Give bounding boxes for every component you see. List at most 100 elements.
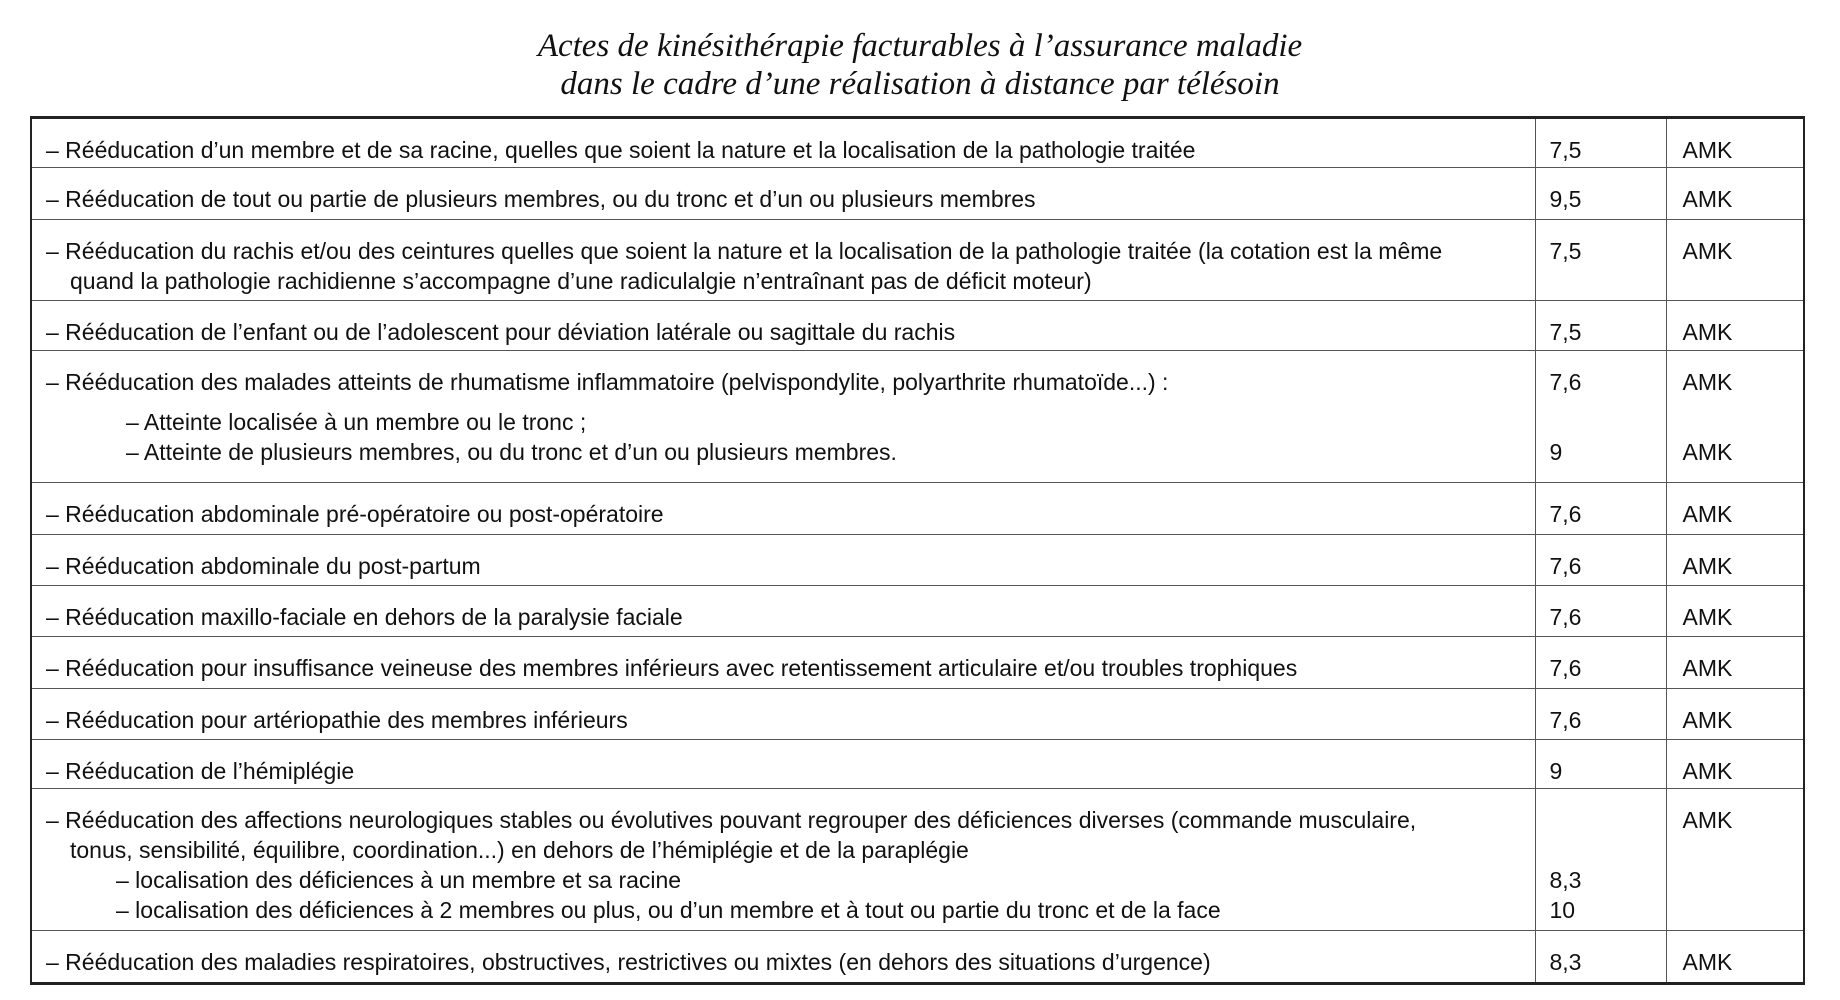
coefficient-cell: 7,6 — [1534, 534, 1666, 586]
description-line: – Rééducation des maladies respiratoires… — [46, 949, 1211, 975]
unit: AMK — [1682, 707, 1733, 733]
sub-item: – localisation des déficiences à un memb… — [116, 867, 682, 893]
unit: AMK — [1682, 655, 1733, 681]
unit-cell: AMK — [1665, 688, 1804, 740]
unit-cell: AMK AMK — [1665, 350, 1804, 483]
coefficient: 7,6 — [1549, 369, 1582, 395]
coefficient-cell: 8,3 — [1534, 930, 1666, 984]
unit: AMK — [1682, 949, 1733, 975]
table-row: – Rééducation abdominale pré-opératoire … — [31, 482, 1804, 535]
unit-cell: AMK — [1665, 482, 1804, 535]
table-row: – Rééducation maxillo-faciale en dehors … — [31, 585, 1804, 637]
act-description: – Rééducation abdominale pré-opératoire … — [31, 482, 1535, 535]
unit-cell: AMK — [1665, 585, 1804, 637]
description-line: quand la pathologie rachidienne s’accomp… — [70, 268, 1092, 294]
description-line: – Rééducation du rachis et/ou des ceintu… — [46, 238, 1443, 264]
coefficient-cell: 7,6 — [1534, 585, 1666, 637]
coefficient: 9,5 — [1549, 186, 1582, 212]
unit: AMK — [1682, 186, 1733, 212]
coefficient: 7,6 — [1549, 604, 1582, 630]
act-description: – Rééducation des affections neurologiqu… — [31, 788, 1535, 931]
coefficient: 9 — [1549, 758, 1563, 784]
description-line: – Rééducation de tout ou partie de plusi… — [46, 186, 1036, 212]
coefficient: 7,6 — [1549, 655, 1582, 681]
table-row: – Rééducation des malades atteints de rh… — [31, 350, 1804, 483]
coefficient: 7,5 — [1549, 137, 1582, 163]
description-line: – Rééducation maxillo-faciale en dehors … — [46, 604, 683, 630]
table-row: – Rééducation pour artériopathie des mem… — [31, 688, 1804, 740]
act-description: – Rééducation d’un membre et de sa racin… — [31, 117, 1535, 168]
table-row: – Rééducation abdominale du post-partum 7… — [31, 534, 1804, 586]
description-line: – Rééducation de l’enfant ou de l’adoles… — [46, 319, 956, 345]
spacer — [1550, 397, 1658, 407]
table-row: – Rééducation pour insuffisance veineuse… — [31, 636, 1804, 689]
coefficient: 10 — [1549, 897, 1576, 923]
coefficient: 7,6 — [1549, 501, 1582, 527]
unit-cell: AMK — [1665, 300, 1804, 351]
coefficient: 9 — [1549, 439, 1563, 465]
unit: AMK — [1682, 439, 1733, 465]
unit: AMK — [1682, 369, 1733, 395]
table-row: – Rééducation d’un membre et de sa racin… — [31, 117, 1804, 168]
spacer — [46, 397, 1527, 407]
unit-cell: AMK — [1665, 219, 1804, 301]
description-line: tonus, sensibilité, équilibre, coordinat… — [70, 837, 969, 863]
act-description: – Rééducation abdominale du post-partum — [31, 534, 1535, 586]
table-row: – Rééducation de l’hémiplégie 9 AMK — [31, 739, 1804, 789]
act-description: – Rééducation du rachis et/ou des ceintu… — [31, 219, 1535, 301]
description-line: – Rééducation abdominale pré-opératoire … — [46, 501, 664, 527]
coefficient: 7,5 — [1549, 319, 1582, 345]
coefficient-cell: 7,5 — [1534, 219, 1666, 301]
unit-cell: AMK — [1665, 167, 1804, 220]
coefficient: 8,3 — [1549, 867, 1582, 893]
unit: AMK — [1682, 501, 1733, 527]
unit: AMK — [1682, 319, 1733, 345]
description-line: – Rééducation abdominale du post-partum — [46, 553, 481, 579]
coefficient: 7,6 — [1549, 553, 1582, 579]
description-line: – Rééducation pour artériopathie des mem… — [46, 707, 628, 733]
description-line: – Rééducation de l’hémiplégie — [46, 758, 355, 784]
spacer — [1683, 397, 1796, 407]
coefficient-cell: 7,5 — [1534, 117, 1666, 168]
act-description: – Rééducation des maladies respiratoires… — [31, 930, 1535, 984]
table-row: – Rééducation des maladies respiratoires… — [31, 930, 1804, 984]
sub-item: – Atteinte localisée à un membre ou le t… — [126, 409, 587, 435]
coefficient-cell: 7,5 — [1534, 300, 1666, 351]
sub-item: – localisation des déficiences à 2 membr… — [116, 897, 1221, 923]
unit-cell: AMK — [1665, 788, 1804, 931]
title-line-1: Actes de kinésithérapie facturables à l’… — [537, 28, 1303, 64]
coefficient-cell: 7,6 — [1534, 482, 1666, 535]
unit: AMK — [1682, 604, 1733, 630]
coefficient: 7,6 — [1549, 707, 1582, 733]
act-description: – Rééducation de l’hémiplégie — [31, 739, 1535, 789]
coefficient-cell: 7,6 — [1534, 688, 1666, 740]
unit-cell: AMK — [1665, 930, 1804, 984]
sub-item: – Atteinte de plusieurs membres, ou du t… — [126, 439, 897, 465]
coefficient-cell: 7,6 9 — [1534, 350, 1666, 483]
act-description: – Rééducation des malades atteints de rh… — [31, 350, 1535, 483]
unit: AMK — [1682, 807, 1733, 833]
unit-cell: AMK — [1665, 739, 1804, 789]
coefficient-cell: 8,3 10 — [1534, 788, 1666, 931]
description-line: – Rééducation des affections neurologiqu… — [46, 807, 1417, 833]
coefficient: 8,3 — [1549, 949, 1582, 975]
act-description: – Rééducation de l’enfant ou de l’adoles… — [31, 300, 1535, 351]
coefficient: 7,5 — [1549, 238, 1582, 264]
table-row: – Rééducation de tout ou partie de plusi… — [31, 167, 1804, 220]
table-row: – Rééducation du rachis et/ou des ceintu… — [31, 219, 1804, 301]
unit: AMK — [1682, 137, 1733, 163]
unit-cell: AMK — [1665, 117, 1804, 168]
acts-table: – Rééducation d’un membre et de sa racin… — [30, 116, 1805, 985]
act-description: – Rééducation maxillo-faciale en dehors … — [31, 585, 1535, 637]
unit: AMK — [1682, 238, 1733, 264]
unit: AMK — [1682, 758, 1733, 784]
description-line: – Rééducation des malades atteints de rh… — [46, 369, 1169, 395]
table-row: – Rééducation des affections neurologiqu… — [31, 788, 1804, 931]
description-line: – Rééducation d’un membre et de sa racin… — [46, 137, 1196, 163]
act-description: – Rééducation pour insuffisance veineuse… — [31, 636, 1535, 689]
act-description: – Rééducation pour artériopathie des mem… — [31, 688, 1535, 740]
table-row: – Rééducation de l’enfant ou de l’adoles… — [31, 300, 1804, 351]
unit: AMK — [1682, 553, 1733, 579]
coefficient-cell: 7,6 — [1534, 636, 1666, 689]
unit-cell: AMK — [1665, 636, 1804, 689]
